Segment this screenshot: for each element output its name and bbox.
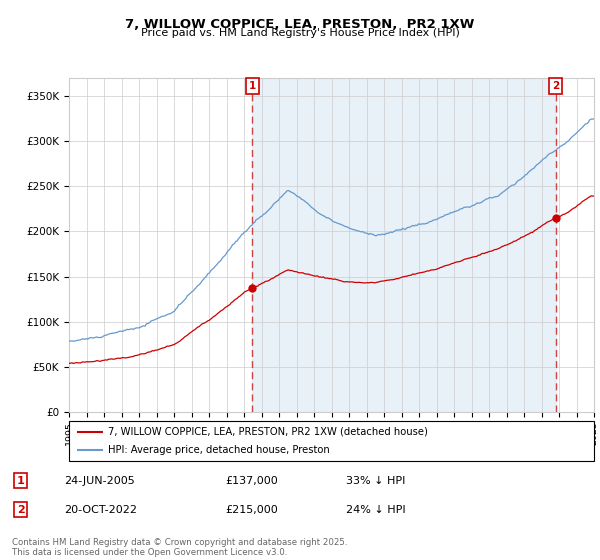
- Bar: [253, 78, 556, 412]
- Text: 7, WILLOW COPPICE, LEA, PRESTON,  PR2 1XW: 7, WILLOW COPPICE, LEA, PRESTON, PR2 1XW: [125, 18, 475, 31]
- Text: 1: 1: [17, 475, 25, 486]
- Text: 2: 2: [552, 81, 559, 91]
- Text: £137,000: £137,000: [225, 475, 278, 486]
- Text: £215,000: £215,000: [225, 505, 278, 515]
- Text: HPI: Average price, detached house, Preston: HPI: Average price, detached house, Pres…: [109, 445, 330, 455]
- Text: 1: 1: [249, 81, 256, 91]
- Text: Price paid vs. HM Land Registry's House Price Index (HPI): Price paid vs. HM Land Registry's House …: [140, 28, 460, 38]
- Text: 20-OCT-2022: 20-OCT-2022: [64, 505, 137, 515]
- Text: 2: 2: [17, 505, 25, 515]
- Text: 24% ↓ HPI: 24% ↓ HPI: [346, 505, 406, 515]
- Text: Contains HM Land Registry data © Crown copyright and database right 2025.
This d: Contains HM Land Registry data © Crown c…: [12, 538, 347, 557]
- Text: 24-JUN-2005: 24-JUN-2005: [64, 475, 134, 486]
- FancyBboxPatch shape: [69, 421, 594, 461]
- Text: 7, WILLOW COPPICE, LEA, PRESTON, PR2 1XW (detached house): 7, WILLOW COPPICE, LEA, PRESTON, PR2 1XW…: [109, 427, 428, 437]
- Text: 33% ↓ HPI: 33% ↓ HPI: [346, 475, 406, 486]
